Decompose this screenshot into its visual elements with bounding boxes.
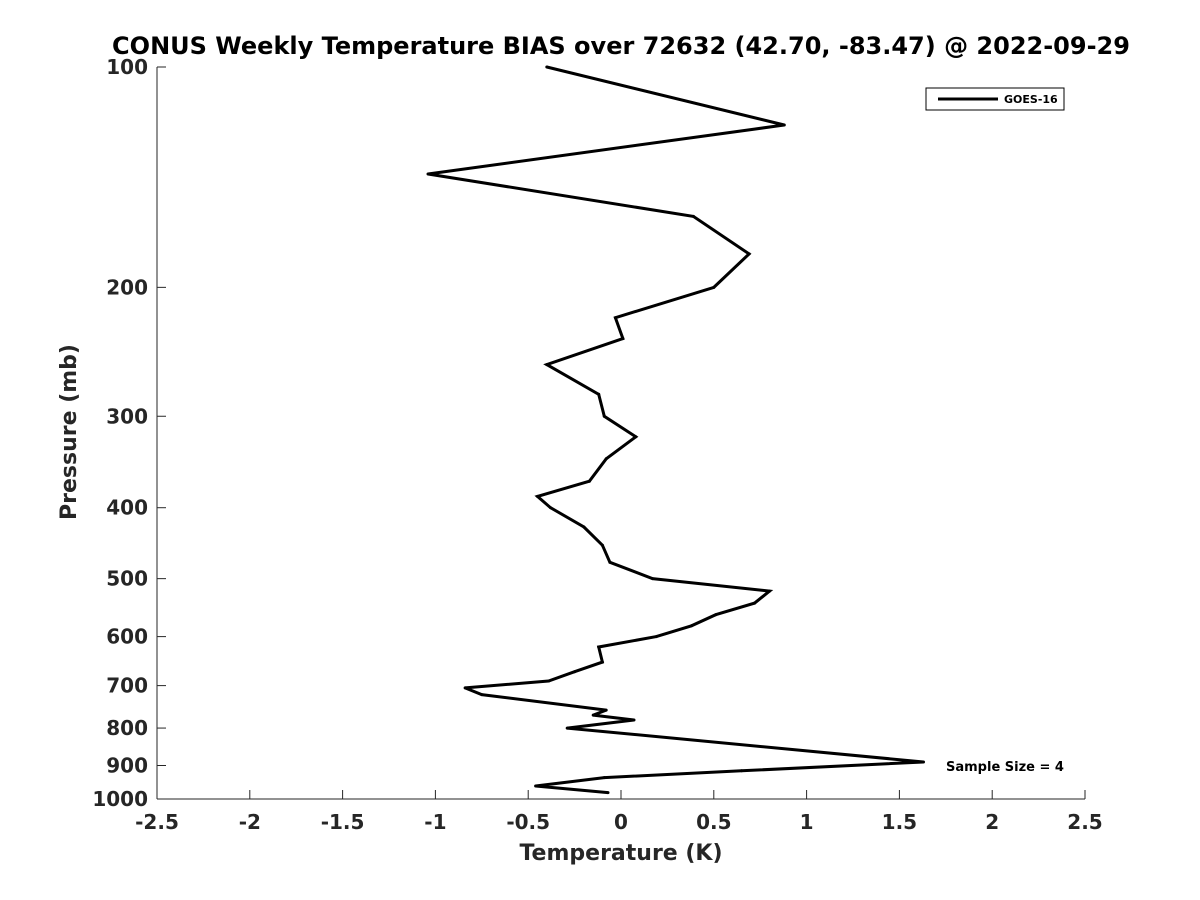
y-tick-label: 100 (106, 55, 148, 79)
legend-label-goes-16: GOES-16 (1004, 93, 1058, 106)
data-point (597, 645, 601, 649)
x-tick-label: 1.5 (882, 810, 917, 834)
data-point (426, 172, 430, 176)
data-point (602, 776, 606, 780)
data-point (782, 123, 786, 127)
data-point (582, 525, 586, 529)
data-point (536, 494, 539, 498)
y-tick-label: 600 (106, 625, 148, 649)
y-tick-label: 800 (106, 716, 148, 740)
data-point (549, 506, 552, 510)
x-tick-label: -1.5 (321, 810, 365, 834)
x-tick-label: 0 (614, 810, 628, 834)
x-tick-label: 1 (800, 810, 814, 834)
x-tick-label: 2.5 (1067, 810, 1102, 834)
data-point (600, 660, 604, 664)
data-point (634, 435, 638, 439)
data-point (747, 252, 751, 256)
y-tick-label: 900 (106, 754, 148, 778)
ticks: -2.5 -2 -1.5 -1 -0.5 0 0.5 1 1.5 2 2.5 100 200 300 400… (92, 55, 1102, 834)
series (426, 65, 925, 795)
x-tick-label: 2 (985, 810, 999, 834)
data-point (922, 760, 925, 764)
data-point (606, 791, 610, 795)
data-point (621, 337, 625, 341)
data-point (768, 589, 771, 593)
x-tick-label: -0.5 (506, 810, 550, 834)
data-point (587, 479, 591, 483)
x-tick-label: -1 (424, 810, 446, 834)
y-axis-label: Pressure (mb) (57, 344, 82, 520)
y-tick-label: 200 (106, 275, 148, 299)
data-point (753, 601, 757, 605)
x-tick-label: -2.5 (135, 810, 179, 834)
y-tick-label: 1000 (92, 787, 148, 811)
data-point (691, 214, 695, 218)
data-point (690, 624, 693, 628)
x-tick-label: 0.5 (696, 810, 731, 834)
y-tick-label: 500 (106, 567, 148, 591)
data-point (534, 784, 538, 788)
y-tick-label: 300 (106, 404, 148, 428)
data-point (591, 713, 595, 717)
data-point (480, 693, 484, 697)
data-point (463, 686, 467, 690)
data-point (608, 560, 612, 564)
x-axis-label: Temperature (K) (519, 841, 722, 866)
chart-title: CONUS Weekly Temperature BIAS over 72632… (112, 32, 1130, 60)
sample-size-annotation: Sample Size = 4 (946, 760, 1064, 775)
data-point (613, 316, 617, 320)
data-point (604, 708, 608, 712)
data-point (651, 577, 655, 581)
legend: GOES-16 (925, 87, 1065, 111)
data-point (565, 726, 569, 730)
data-point (632, 718, 636, 722)
data-point (740, 769, 744, 773)
data-point (604, 457, 608, 461)
data-point (545, 363, 549, 367)
data-point (600, 543, 604, 547)
data-point (714, 613, 718, 617)
data-point (545, 65, 549, 69)
y-tick-label: 700 (106, 674, 148, 698)
x-tick-label: -2 (239, 810, 261, 834)
data-point (712, 285, 716, 289)
series-line-goes-16 (427, 65, 924, 795)
data-point (573, 670, 577, 674)
y-tick-label: 400 (106, 496, 148, 520)
data-point (602, 414, 606, 418)
data-point (547, 679, 551, 683)
data-point (597, 392, 601, 396)
data-point (654, 635, 658, 639)
